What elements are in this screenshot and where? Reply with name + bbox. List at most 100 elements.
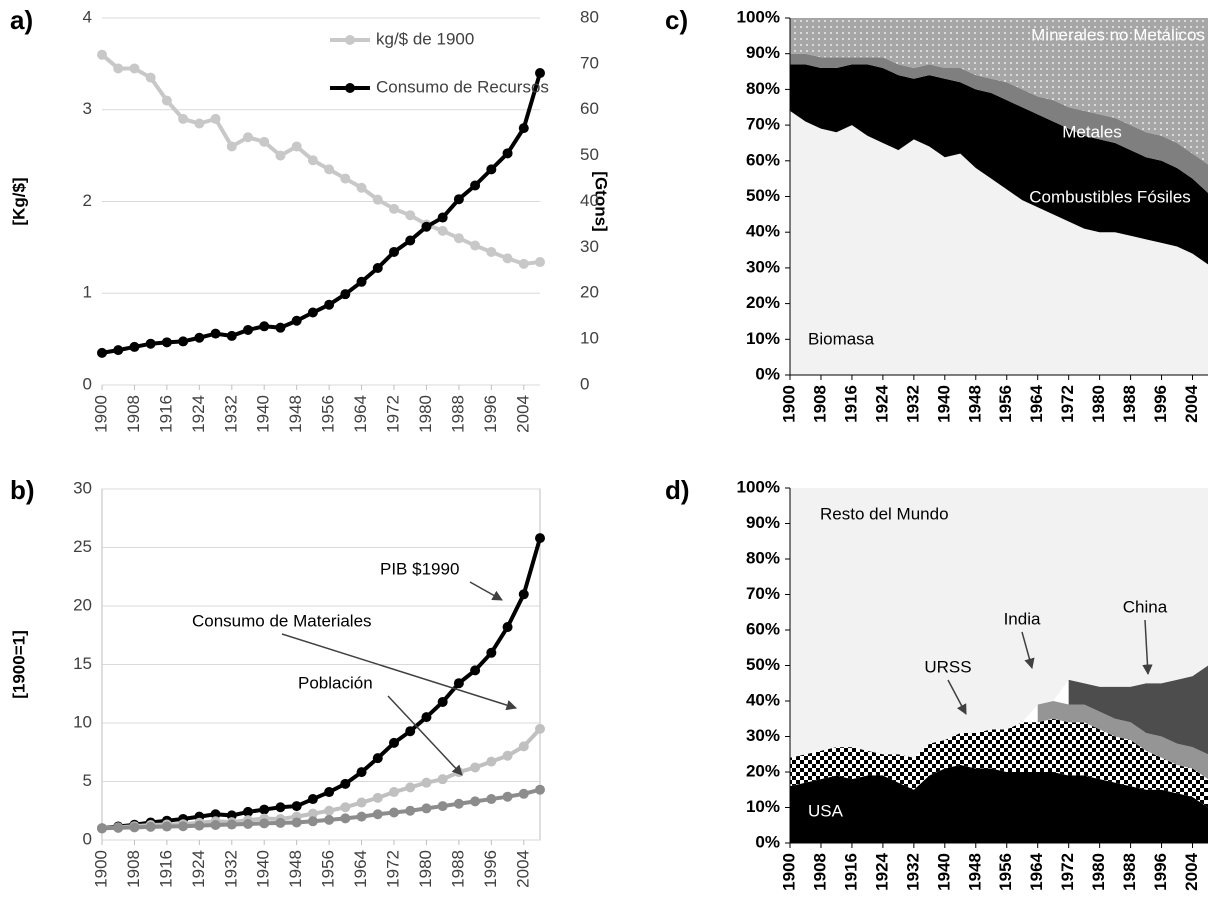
x-tick-label: 1900 bbox=[91, 395, 110, 433]
y-tick-label: 0 bbox=[83, 374, 92, 393]
panel-label: a) bbox=[10, 5, 33, 35]
x-tick-label: 2004 bbox=[513, 395, 532, 433]
point bbox=[129, 822, 140, 833]
point bbox=[372, 753, 383, 764]
point bbox=[97, 49, 107, 60]
point bbox=[470, 665, 481, 676]
point bbox=[437, 225, 448, 236]
point bbox=[259, 321, 270, 332]
y-tick-label: 0% bbox=[755, 364, 780, 383]
area bbox=[1068, 665, 1208, 755]
point bbox=[275, 322, 286, 333]
x-tick-label: 1988 bbox=[1120, 385, 1139, 423]
y-tick-label: 20% bbox=[746, 761, 780, 780]
y-tick-label: 30% bbox=[746, 726, 780, 745]
point bbox=[453, 678, 464, 689]
point bbox=[243, 806, 253, 817]
x-tick-label: 1924 bbox=[872, 852, 891, 890]
x-tick-label: 2004 bbox=[513, 850, 532, 888]
x-tick-label: 1972 bbox=[383, 395, 402, 433]
series-line bbox=[101, 537, 542, 831]
point bbox=[389, 787, 399, 798]
y-tick-label: 90% bbox=[746, 43, 780, 62]
x-tick-label: 1908 bbox=[810, 853, 829, 891]
annotation-arrow bbox=[387, 695, 463, 776]
point bbox=[535, 784, 545, 795]
point bbox=[518, 258, 529, 269]
point bbox=[178, 113, 189, 124]
area bbox=[1037, 701, 1208, 780]
point bbox=[113, 63, 124, 74]
x-tick-label: 1980 bbox=[1089, 853, 1108, 891]
point bbox=[194, 118, 205, 129]
point bbox=[421, 777, 432, 788]
point bbox=[340, 802, 351, 813]
x-tick-label: 1900 bbox=[779, 853, 798, 891]
y-tick-label: 20% bbox=[746, 293, 780, 312]
point bbox=[453, 194, 464, 205]
y-tick-label: 60% bbox=[746, 619, 780, 638]
y-tick-label: 80% bbox=[746, 548, 780, 567]
annotation: Población bbox=[298, 673, 373, 692]
annotation-arrow bbox=[281, 633, 518, 711]
point bbox=[518, 741, 529, 752]
point bbox=[470, 180, 481, 191]
y-tick-label: 2 bbox=[83, 191, 92, 210]
x-tick-label: 1948 bbox=[286, 395, 305, 433]
point bbox=[291, 801, 302, 812]
panel-label: b) bbox=[10, 475, 35, 505]
x-tick-label: 1948 bbox=[965, 853, 984, 891]
x-tick-label: 1932 bbox=[903, 853, 922, 891]
legend-label: Consumo de Recursos bbox=[376, 77, 549, 96]
y-axis-title: [1900=1] bbox=[9, 630, 28, 699]
y-tick-label: 70% bbox=[746, 584, 780, 603]
y2-tick-label: 70 bbox=[580, 53, 599, 72]
x-tick-label: 1900 bbox=[91, 850, 110, 888]
point bbox=[161, 95, 172, 106]
point bbox=[161, 821, 172, 832]
series-line bbox=[101, 72, 542, 355]
point bbox=[535, 723, 545, 734]
point bbox=[113, 822, 124, 833]
x-tick-label: 1908 bbox=[124, 395, 143, 433]
legend-label: kg/$ de 1900 bbox=[376, 29, 474, 48]
point bbox=[389, 203, 399, 214]
y-tick-label: 10% bbox=[746, 797, 780, 816]
point bbox=[372, 194, 383, 205]
x-tick-label: 1964 bbox=[351, 395, 370, 433]
point bbox=[372, 809, 383, 820]
y-tick-label: 4 bbox=[83, 7, 92, 26]
x-tick-label: 1956 bbox=[319, 850, 338, 888]
point bbox=[389, 246, 399, 257]
point bbox=[389, 737, 399, 748]
x-tick-label: 1996 bbox=[481, 850, 500, 888]
x-tick-label: 1932 bbox=[903, 385, 922, 423]
point bbox=[129, 341, 140, 352]
annotation: Metales bbox=[1062, 122, 1122, 141]
y-tick-label: 10 bbox=[73, 712, 92, 731]
area bbox=[790, 110, 1208, 375]
point bbox=[291, 817, 302, 828]
point bbox=[307, 307, 318, 318]
y-tick-label: 0% bbox=[755, 832, 780, 851]
point bbox=[340, 173, 351, 184]
point bbox=[437, 801, 448, 812]
y2-tick-label: 80 bbox=[580, 7, 599, 26]
y2-tick-label: 10 bbox=[580, 329, 599, 348]
point bbox=[421, 803, 432, 814]
x-tick-label: 1972 bbox=[1058, 385, 1077, 423]
y2-tick-label: 50 bbox=[580, 145, 599, 164]
x-tick-label: 1916 bbox=[841, 385, 860, 423]
y-tick-label: 70% bbox=[746, 115, 780, 134]
area bbox=[790, 718, 1208, 808]
point bbox=[535, 533, 545, 544]
y-tick-label: 15 bbox=[73, 654, 92, 673]
point bbox=[243, 132, 253, 143]
annotation: Combustibles Fósiles bbox=[1029, 187, 1191, 206]
point bbox=[405, 235, 416, 246]
x-tick-label: 1916 bbox=[841, 853, 860, 891]
x-tick-label: 1980 bbox=[1089, 385, 1108, 423]
point bbox=[502, 622, 513, 633]
annotation: Consumo de Materiales bbox=[192, 611, 372, 630]
x-tick-label: 1948 bbox=[286, 850, 305, 888]
